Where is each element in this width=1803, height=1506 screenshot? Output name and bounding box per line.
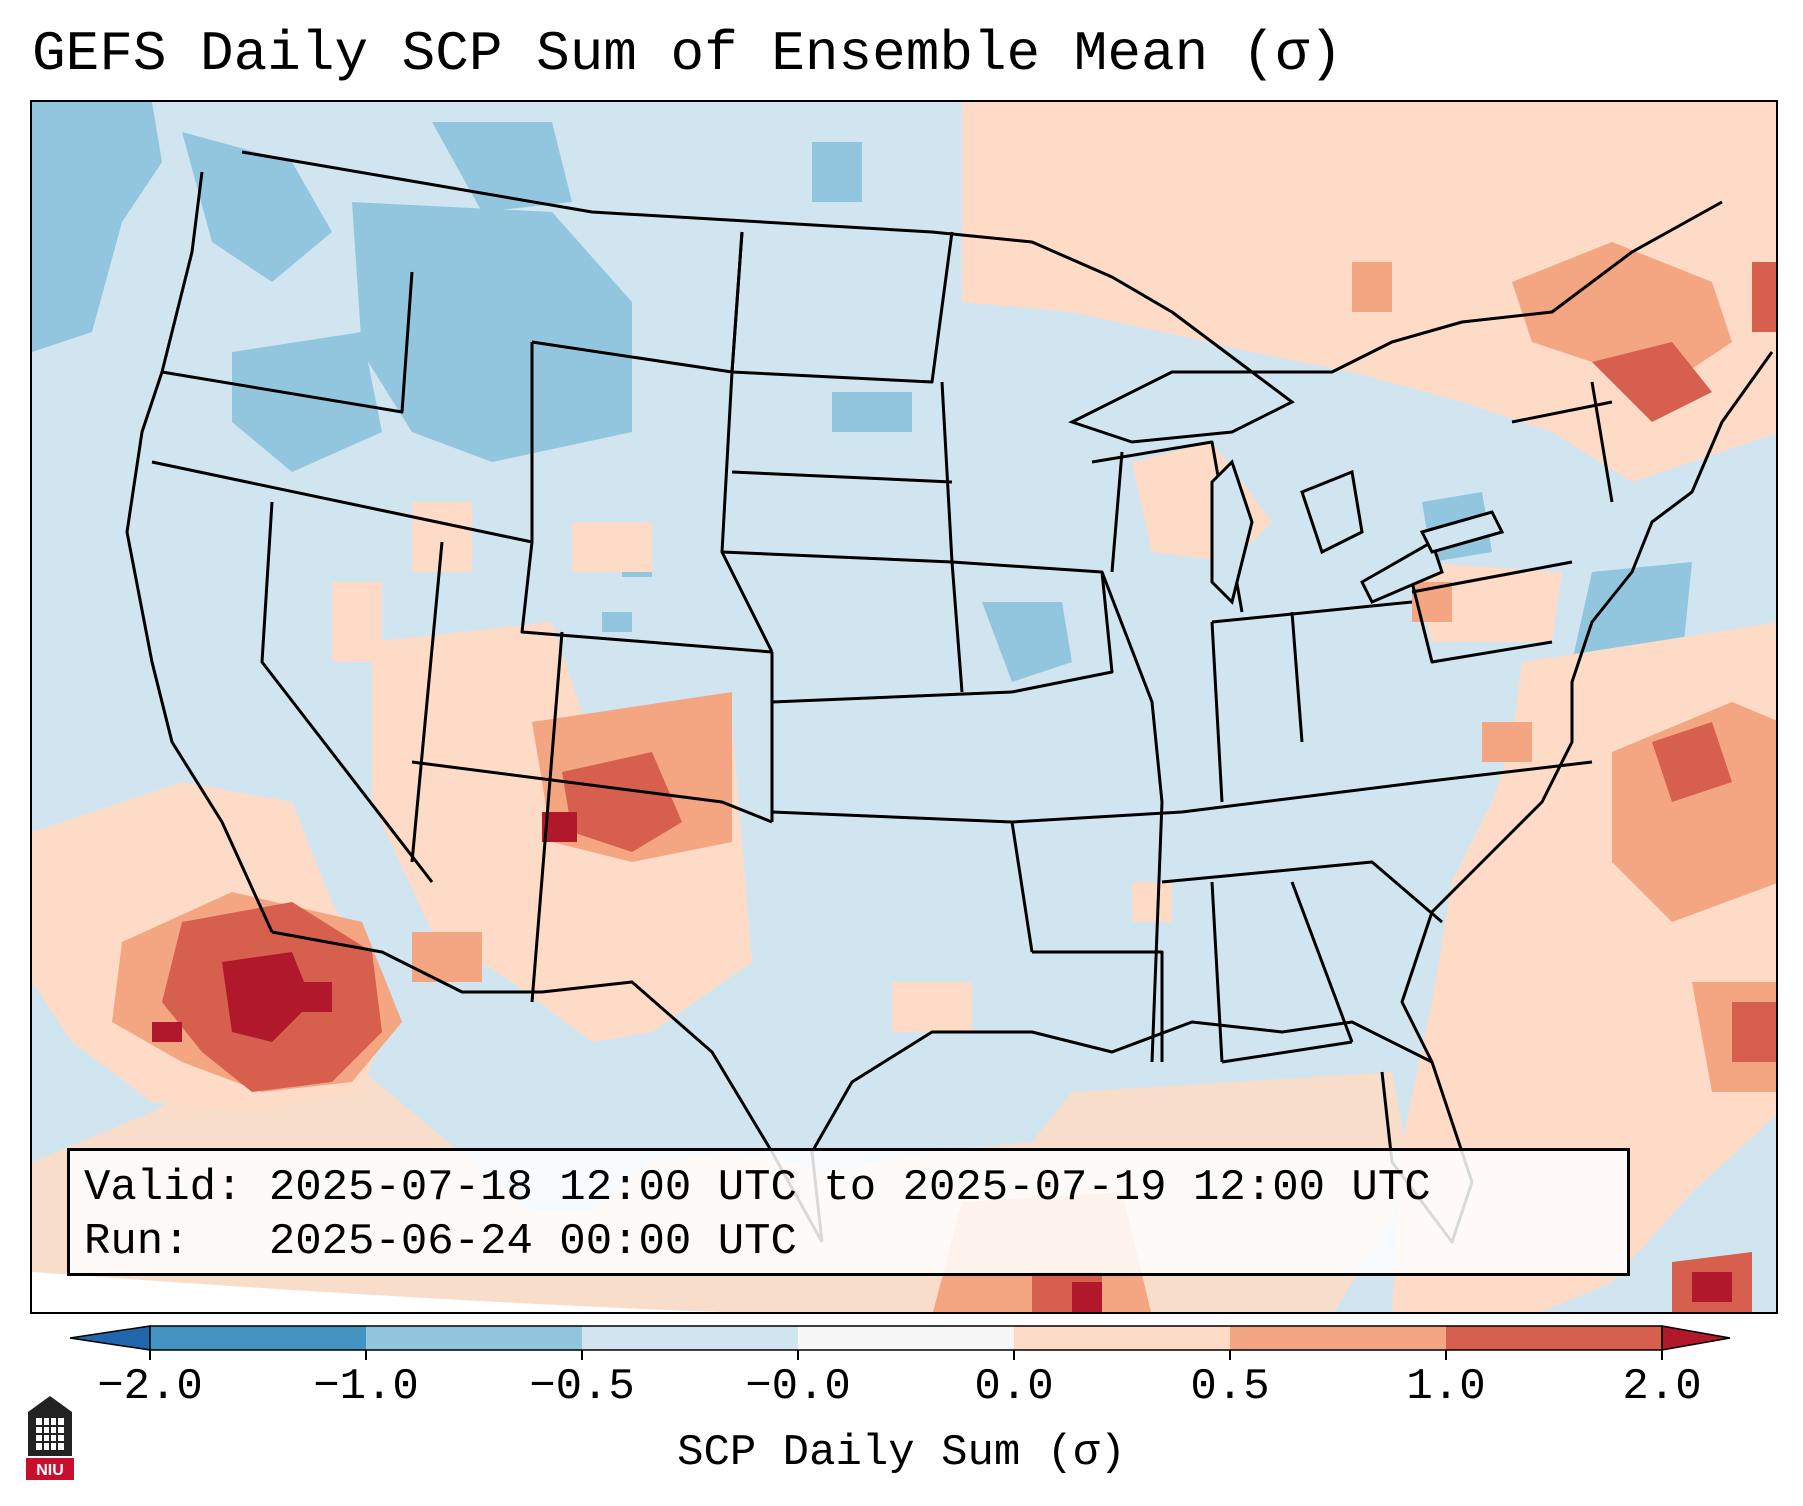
- colorbar-segment: [582, 1326, 799, 1350]
- negative-anomaly-patches: [32, 102, 1692, 702]
- colorbar-extend-high: [1661, 1325, 1731, 1351]
- colorbar-tick-label: −2.0: [97, 1362, 203, 1412]
- colorbar-tick-label: 2.0: [1622, 1362, 1702, 1412]
- colorbar-segment: [798, 1326, 1015, 1350]
- niu-logo-icon: NIU: [26, 1396, 74, 1480]
- colorbar-tick-label: −1.0: [313, 1362, 419, 1412]
- colorbar-tick-label: 0.5: [1190, 1362, 1270, 1412]
- colorbar-tick-label: 1.0: [1406, 1362, 1486, 1412]
- logo-text: NIU: [36, 1462, 64, 1479]
- figure-title: GEFS Daily SCP Sum of Ensemble Mean (σ): [32, 22, 1343, 86]
- run-time: 2025-06-24 00:00 UTC: [268, 1217, 797, 1267]
- valid-label: Valid:: [84, 1163, 243, 1213]
- colorbar: [69, 1325, 1731, 1360]
- colorbar-segment: [1014, 1326, 1231, 1350]
- out-of-domain-area: [32, 1272, 725, 1312]
- colorbar-tick-label: 0.0: [974, 1362, 1054, 1412]
- run-label: Run:: [84, 1217, 190, 1267]
- colorbar-tick-label: −0.0: [745, 1362, 851, 1412]
- logo-badge: [26, 1458, 74, 1480]
- extreme-positive-anomaly-patches: [152, 812, 1732, 1312]
- validity-info-box: Valid: 2025-07-18 12:00 UTC to 2025-07-1…: [67, 1148, 1630, 1276]
- colorbar-segment: [1446, 1326, 1663, 1350]
- state-and-country-boundaries: [125, 150, 1774, 1244]
- colorbar-label: SCP Daily Sum (σ): [677, 1428, 1126, 1478]
- colorbar-tick-label: −0.5: [529, 1362, 635, 1412]
- colorbar-extend-low: [69, 1325, 151, 1351]
- valid-time-range: 2025-07-18 12:00 UTC to 2025-07-19 12:00…: [268, 1163, 1431, 1213]
- colorbar-segment: [366, 1326, 583, 1350]
- map-panel: [30, 100, 1778, 1314]
- scp-map: [32, 102, 1776, 1312]
- colorbar-outline: [149, 1325, 1663, 1351]
- colorbar-segment: [1230, 1326, 1447, 1350]
- colorbar-segment: [150, 1326, 367, 1350]
- great-lakes: [1068, 370, 1505, 605]
